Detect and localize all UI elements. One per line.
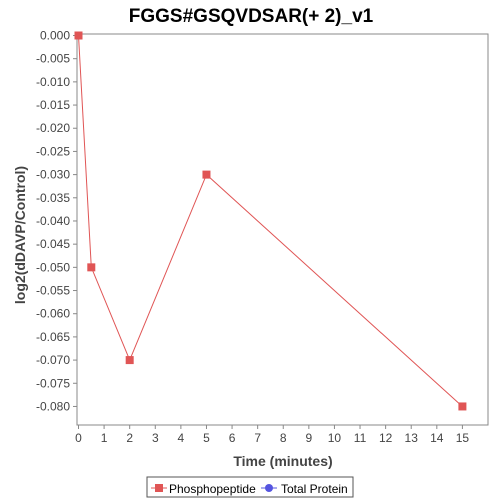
x-tick-label: 8 xyxy=(280,431,287,445)
legend-total-marker xyxy=(265,484,273,492)
x-tick-label: 14 xyxy=(430,431,444,445)
y-tick-label: -0.035 xyxy=(36,191,70,205)
y-tick-label: -0.005 xyxy=(36,52,70,66)
x-tick-label: 0 xyxy=(75,431,82,445)
y-tick-label: -0.045 xyxy=(36,237,70,251)
data-point xyxy=(202,170,211,179)
legend-total-label: Total Protein xyxy=(281,482,348,496)
y-tick-label: -0.030 xyxy=(36,168,70,182)
legend-phospho-marker xyxy=(155,484,163,492)
legend-phospho-label: Phosphopeptide xyxy=(169,482,256,496)
series-layer xyxy=(74,31,467,411)
x-tick-label: 13 xyxy=(405,431,419,445)
y-axis-label: log2(dDAVP/Control) xyxy=(12,166,28,304)
x-tick-label: 9 xyxy=(306,431,313,445)
x-axis: 0 1 2 3 4 5 6 7 8 9 10 11 12 13 14 15 xyxy=(75,425,469,445)
x-axis-label: Time (minutes) xyxy=(233,453,332,469)
chart-title: FGGS#GSQVDSAR(+ 2)_v1 xyxy=(129,6,374,27)
data-point xyxy=(87,263,96,272)
y-tick-label: -0.070 xyxy=(36,353,70,367)
y-tick-label: -0.075 xyxy=(36,376,70,390)
y-tick-label: -0.060 xyxy=(36,307,70,321)
y-tick-label: -0.080 xyxy=(36,399,70,413)
y-tick-label: -0.040 xyxy=(36,214,70,228)
y-tick-label: -0.020 xyxy=(36,121,70,135)
x-tick-label: 12 xyxy=(379,431,393,445)
x-tick-label: 4 xyxy=(178,431,185,445)
x-tick-label: 1 xyxy=(101,431,108,445)
data-point xyxy=(125,356,134,365)
x-tick-label: 10 xyxy=(328,431,342,445)
legend: Phosphopeptide Total Protein xyxy=(146,476,354,498)
y-axis: 0.000 -0.005 -0.010 -0.015 -0.020 -0.025 -0.03… xyxy=(36,29,77,413)
y-tick-label: -0.050 xyxy=(36,260,70,274)
y-tick-label: -0.025 xyxy=(36,144,70,158)
x-tick-label: 11 xyxy=(354,431,367,445)
x-tick-label: 6 xyxy=(229,431,236,445)
x-tick-label: 2 xyxy=(126,431,133,445)
y-tick-label: 0.000 xyxy=(40,29,70,43)
data-point xyxy=(458,402,467,411)
y-tick-label: -0.010 xyxy=(36,75,70,89)
x-tick-label: 15 xyxy=(456,431,470,445)
data-point xyxy=(74,31,83,40)
x-tick-label: 3 xyxy=(152,431,159,445)
y-tick-label: -0.055 xyxy=(36,284,70,298)
y-tick-label: -0.065 xyxy=(36,330,70,344)
x-tick-label: 5 xyxy=(203,431,210,445)
plot-area xyxy=(76,33,489,426)
y-tick-label: -0.015 xyxy=(36,98,70,112)
legend-box xyxy=(146,476,354,498)
x-tick-label: 7 xyxy=(254,431,261,445)
